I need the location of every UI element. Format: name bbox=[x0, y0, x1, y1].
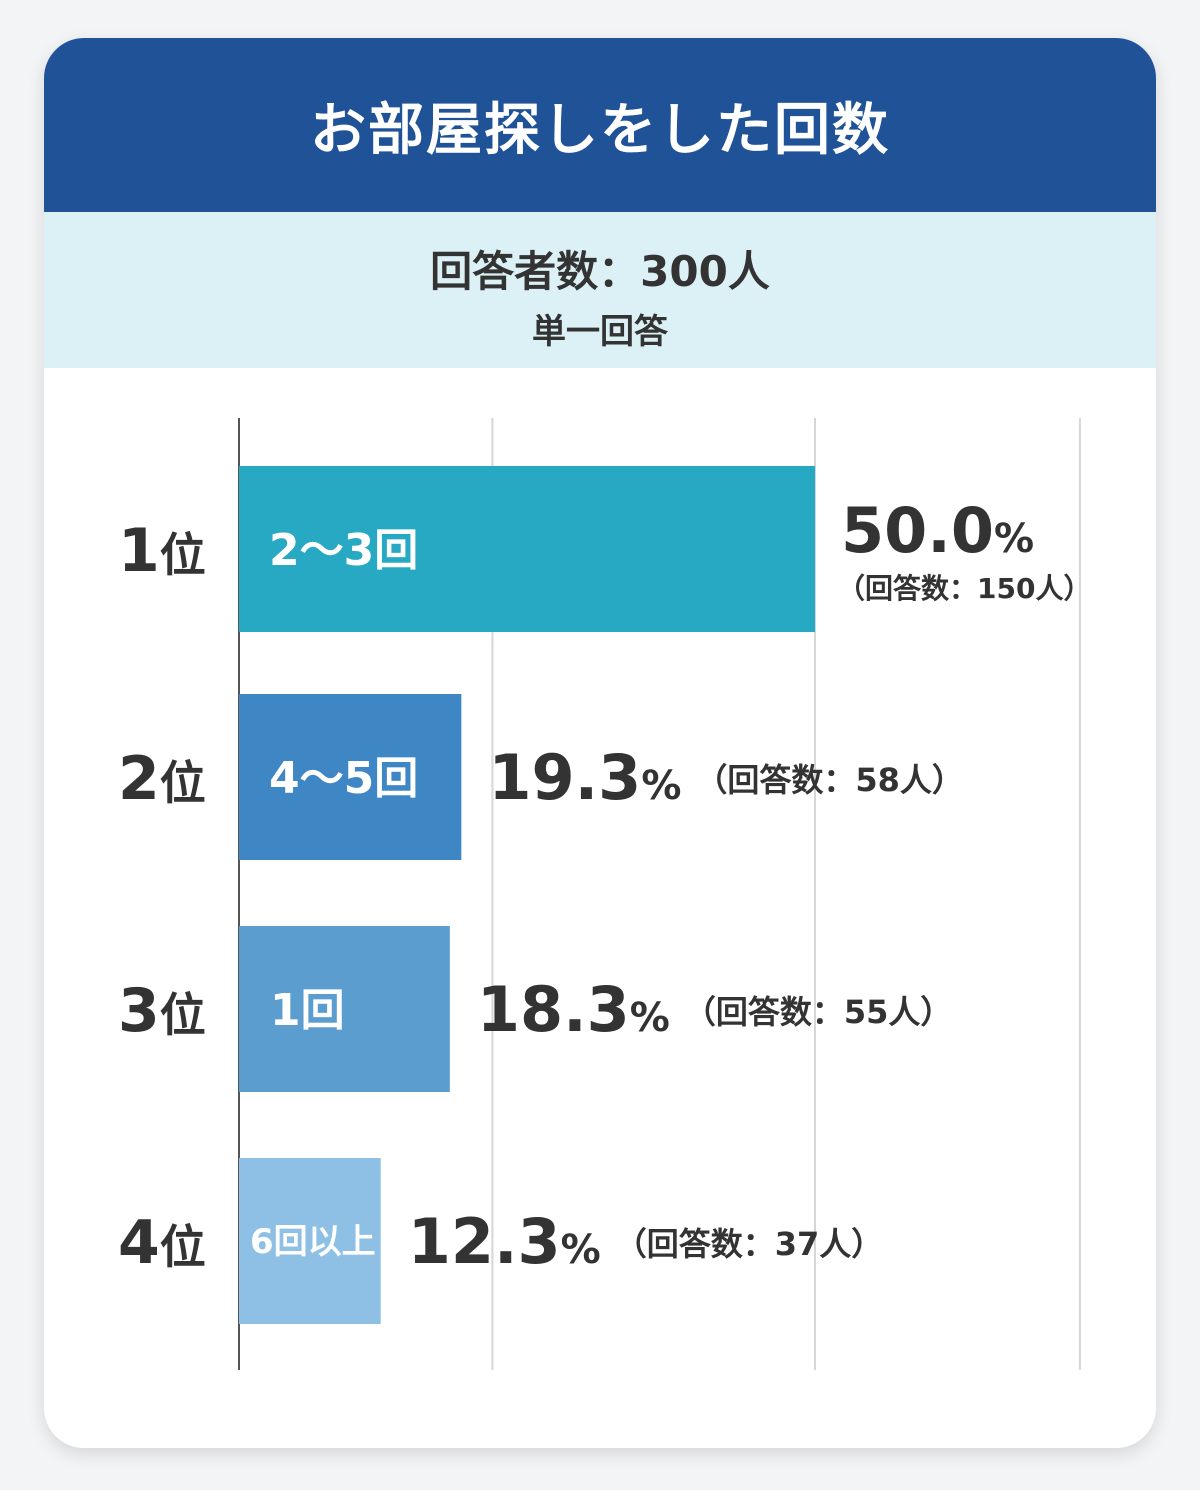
answer-type: 単一回答 bbox=[532, 312, 668, 352]
data-label-count: （回答数：58人） bbox=[695, 761, 964, 799]
rank-label: 3位 bbox=[118, 976, 206, 1046]
rank-label: 4位 bbox=[118, 1208, 206, 1278]
title-band: お部屋探しをした回数 bbox=[44, 38, 1156, 212]
data-label-percent: 50.0% bbox=[841, 494, 1034, 567]
data-label-percent: 19.3% bbox=[488, 741, 681, 814]
bar bbox=[239, 926, 450, 1092]
bar-category-label: 1回 bbox=[270, 985, 345, 1036]
respondent-info-band: 回答者数：300人 単一回答 bbox=[44, 212, 1156, 368]
respondent-count: 回答者数：300人 bbox=[430, 247, 770, 296]
bar bbox=[239, 1158, 381, 1324]
rank-label: 1位 bbox=[118, 516, 206, 586]
bar-category-label: 6回以上 bbox=[250, 1222, 376, 1262]
chart-card: お部屋探しをした回数 回答者数：300人 単一回答 bbox=[44, 38, 1156, 1448]
chart-title: お部屋探しをした回数 bbox=[310, 97, 890, 163]
bar bbox=[239, 466, 815, 632]
data-label-percent: 18.3% bbox=[477, 973, 670, 1046]
data-label-count: （回答数：55人） bbox=[684, 993, 953, 1031]
rank-label: 2位 bbox=[118, 744, 206, 814]
data-label-count: （回答数：150人） bbox=[837, 572, 1091, 605]
bar-category-label: 2〜3回 bbox=[269, 525, 418, 576]
bar-category-label: 4〜5回 bbox=[269, 753, 418, 804]
data-label-count: （回答数：37人） bbox=[615, 1225, 884, 1263]
data-label-percent: 12.3% bbox=[408, 1205, 601, 1278]
bar bbox=[239, 694, 462, 860]
